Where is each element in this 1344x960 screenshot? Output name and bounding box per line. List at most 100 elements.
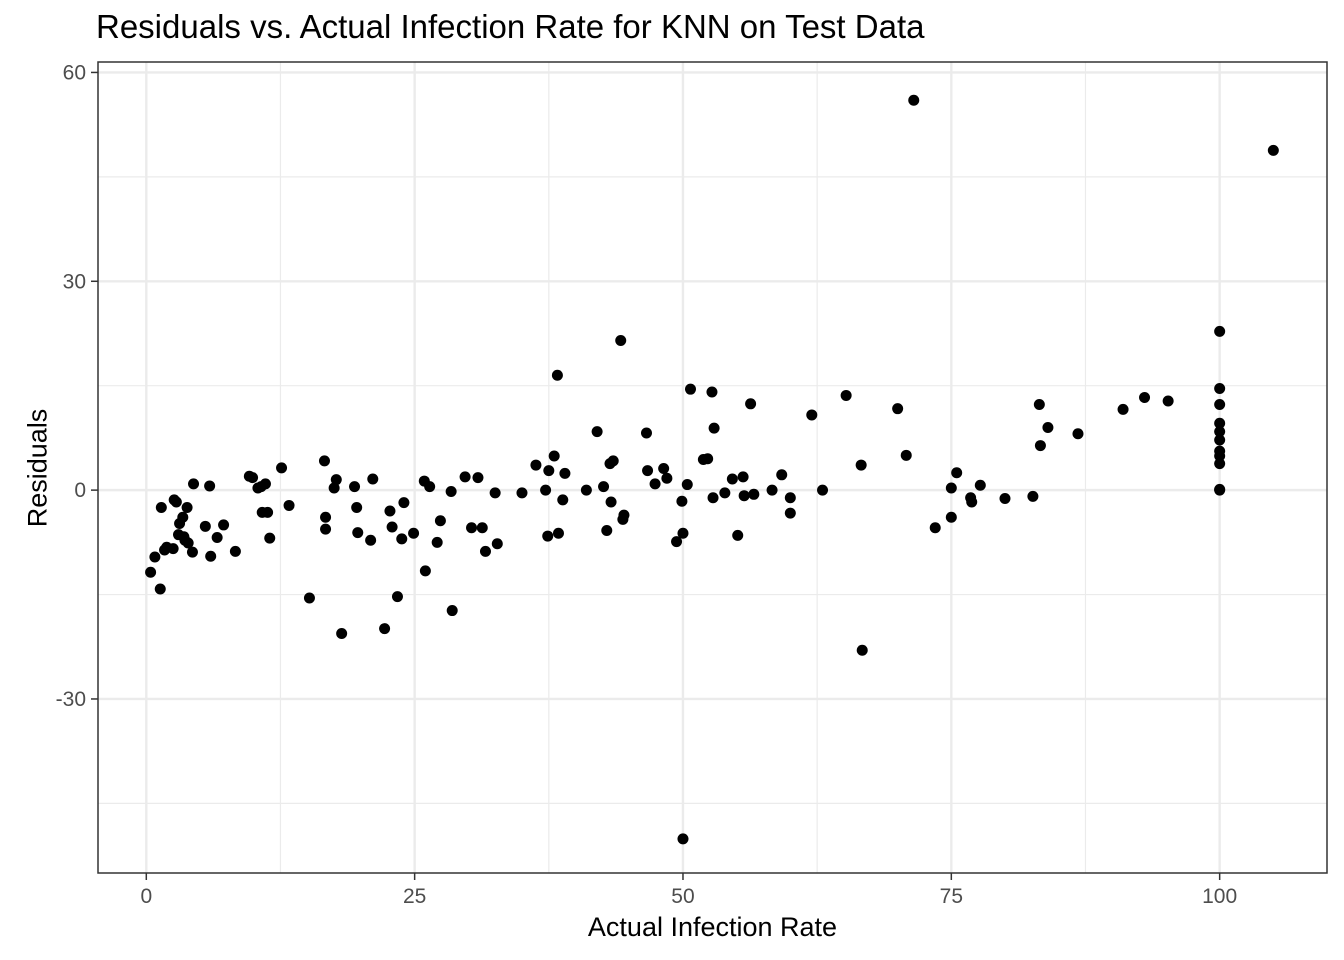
data-point <box>945 482 957 494</box>
major-gridlines <box>98 62 1327 873</box>
x-tick-label: 50 <box>671 885 694 908</box>
data-point <box>320 511 332 523</box>
x-axis-ticks: 0 25 50 75 100 <box>140 873 1237 908</box>
data-point <box>145 566 157 578</box>
data-point <box>204 480 216 492</box>
data-point <box>367 473 379 485</box>
data-point <box>840 389 852 401</box>
data-point <box>966 496 978 508</box>
data-point <box>1214 458 1226 470</box>
data-point <box>607 455 619 467</box>
data-point <box>542 530 554 542</box>
data-points <box>145 94 1279 845</box>
data-point <box>466 522 478 534</box>
data-point <box>1214 382 1226 394</box>
data-point <box>283 499 295 511</box>
data-point <box>149 551 161 563</box>
data-point <box>489 487 501 499</box>
data-point <box>476 522 488 534</box>
data-point <box>702 453 714 465</box>
data-point <box>661 472 673 484</box>
data-point <box>677 527 689 539</box>
data-point <box>817 484 829 496</box>
data-point <box>540 484 552 496</box>
y-axis-ticks: -30 0 30 60 <box>56 61 98 711</box>
data-point <box>708 422 720 434</box>
data-point <box>784 492 796 504</box>
data-point <box>855 459 867 471</box>
data-point <box>557 494 569 506</box>
data-point <box>618 509 630 521</box>
data-point <box>591 426 603 438</box>
data-point <box>1033 398 1045 410</box>
data-point <box>408 527 420 539</box>
data-point <box>1042 421 1054 433</box>
data-point <box>642 465 654 477</box>
data-point <box>677 833 689 845</box>
data-point <box>908 94 920 106</box>
data-point <box>707 492 719 504</box>
data-point <box>479 545 491 557</box>
data-point <box>658 463 670 475</box>
data-point <box>552 527 564 539</box>
data-point <box>445 486 457 498</box>
data-point <box>320 523 332 535</box>
data-point <box>951 467 963 479</box>
data-point <box>601 525 613 537</box>
minor-gridlines <box>98 62 1327 873</box>
data-point <box>551 369 563 381</box>
data-point <box>199 520 211 532</box>
data-point <box>330 474 342 486</box>
data-point <box>1214 484 1226 496</box>
data-point <box>684 383 696 395</box>
data-point <box>384 505 396 517</box>
y-tick-label: 0 <box>74 479 86 502</box>
data-point <box>188 478 200 490</box>
data-point <box>365 534 377 546</box>
data-point <box>419 565 431 577</box>
data-point <box>1117 403 1129 415</box>
data-point <box>182 537 194 549</box>
data-point <box>1214 325 1226 337</box>
data-point <box>386 521 398 533</box>
data-point <box>431 536 443 548</box>
data-point <box>999 492 1011 504</box>
data-point <box>259 478 271 490</box>
data-point <box>649 478 661 490</box>
data-point <box>379 623 391 635</box>
data-point <box>806 409 818 421</box>
data-point <box>929 522 941 534</box>
data-point <box>1139 392 1151 404</box>
data-point <box>748 488 760 500</box>
data-point <box>776 469 788 481</box>
data-point <box>186 546 198 558</box>
data-point <box>945 511 957 523</box>
data-point <box>1214 434 1226 446</box>
data-point <box>262 506 274 518</box>
data-point <box>766 484 778 496</box>
data-point <box>530 459 542 471</box>
y-tick-label: 60 <box>63 61 86 84</box>
x-tick-label: 100 <box>1202 885 1237 908</box>
data-point <box>605 496 617 508</box>
x-tick-label: 75 <box>940 885 963 908</box>
data-point <box>516 487 528 499</box>
data-point <box>732 529 744 541</box>
data-point <box>328 482 340 494</box>
data-point <box>229 545 241 557</box>
data-point <box>974 479 986 491</box>
data-point <box>211 531 223 543</box>
data-point <box>681 479 693 491</box>
data-point <box>1027 490 1039 502</box>
plot-panel-border <box>97 61 1328 874</box>
data-point <box>303 592 315 604</box>
plot-panel <box>98 62 1327 873</box>
data-point <box>784 507 796 519</box>
x-tick-label: 25 <box>403 885 426 908</box>
data-point <box>640 427 652 439</box>
data-point <box>351 502 363 514</box>
data-point <box>318 455 330 467</box>
data-point <box>671 536 683 548</box>
data-point <box>459 471 471 483</box>
